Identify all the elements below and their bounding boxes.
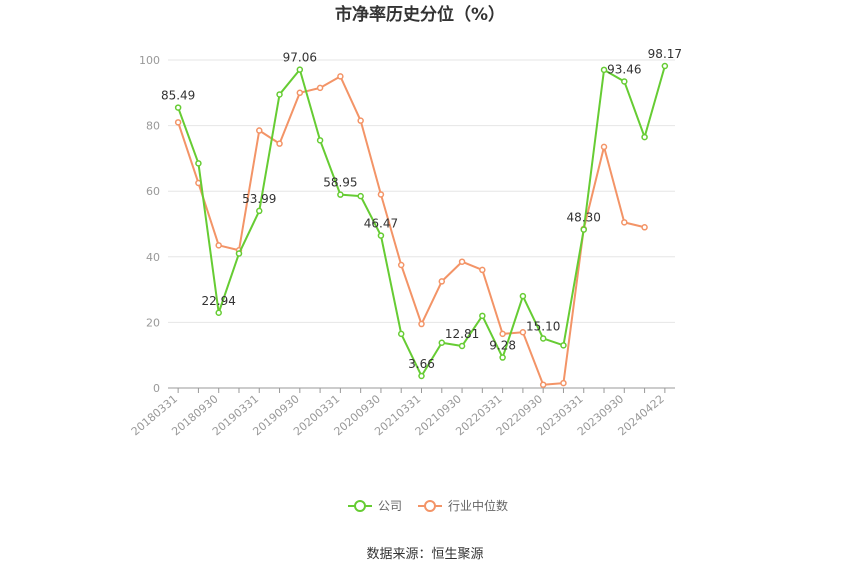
y-tick-label: 20 (146, 316, 160, 329)
data-label: 93.46 (607, 62, 641, 76)
data-point[interactable] (519, 292, 527, 300)
series-layer (174, 62, 669, 388)
data-point[interactable] (276, 91, 283, 98)
data-point[interactable] (215, 309, 222, 317)
data-point[interactable] (357, 192, 364, 200)
data-point[interactable] (641, 224, 648, 231)
y-tick-label: 0 (153, 382, 160, 395)
data-labels: 85.49 22.94 53.99 97.06 58.95 46.47 3.66 12.81 9… (161, 47, 682, 371)
data-point[interactable] (357, 117, 364, 124)
data-point[interactable] (479, 266, 486, 274)
x-axis: 2018033120180930201903312019093020200331… (129, 387, 675, 438)
legend[interactable]: 公司 行业中位数 (348, 498, 508, 513)
data-point[interactable] (418, 320, 425, 328)
data-point[interactable] (397, 330, 405, 338)
data-point[interactable] (296, 66, 304, 73)
data-point[interactable] (337, 73, 344, 80)
data-label: 48.30 (567, 211, 601, 225)
legend-label: 行业中位数 (448, 498, 508, 513)
data-point[interactable] (641, 133, 648, 141)
data-label: 3.66 (408, 357, 435, 371)
data-point[interactable] (174, 104, 182, 111)
data-point[interactable] (499, 354, 506, 361)
data-point[interactable] (600, 66, 608, 74)
data-point[interactable] (438, 278, 446, 285)
data-point[interactable] (418, 372, 425, 380)
data-point[interactable] (256, 127, 263, 134)
data-point[interactable] (337, 191, 344, 198)
data-source: 数据来源：恒生聚源 (366, 547, 483, 562)
legend-marker-icon (354, 500, 366, 512)
series-line (177, 75, 645, 386)
data-point[interactable] (296, 89, 304, 97)
legend-item[interactable]: 公司 (348, 499, 402, 513)
y-tick-label: 100 (139, 54, 160, 67)
data-point[interactable] (174, 119, 182, 126)
data-point[interactable] (560, 379, 567, 387)
data-point[interactable] (621, 219, 628, 226)
data-label: 97.06 (283, 51, 317, 65)
legend-item[interactable]: 行业中位数 (418, 498, 508, 513)
y-tick-label: 40 (146, 251, 160, 264)
grid-lines (168, 59, 675, 323)
y-axis: 0 20 40 60 80 100 (139, 54, 160, 395)
data-label: 58.95 (323, 176, 357, 190)
data-point[interactable] (316, 137, 324, 144)
data-point[interactable] (458, 342, 466, 350)
data-point[interactable] (499, 330, 506, 338)
data-point[interactable] (621, 78, 628, 85)
data-point[interactable] (438, 339, 446, 346)
y-tick-label: 80 (146, 120, 160, 133)
data-label: 9.28 (489, 339, 516, 353)
data-point[interactable] (195, 160, 202, 167)
data-point[interactable] (539, 335, 547, 342)
data-label: 46.47 (364, 217, 398, 231)
data-label: 22.94 (202, 294, 236, 308)
data-point[interactable] (276, 140, 283, 147)
data-point[interactable] (560, 342, 567, 349)
data-label: 15.10 (526, 319, 560, 333)
data-point[interactable] (397, 261, 405, 269)
data-point[interactable] (256, 207, 263, 215)
data-point[interactable] (539, 381, 547, 388)
data-point[interactable] (458, 258, 466, 265)
data-point[interactable] (377, 232, 385, 239)
data-point[interactable] (377, 191, 385, 198)
data-point[interactable] (316, 84, 324, 92)
data-point[interactable] (215, 242, 222, 249)
data-point[interactable] (479, 312, 486, 320)
data-label: 98.17 (648, 47, 682, 61)
data-label: 12.81 (445, 327, 479, 341)
data-point[interactable] (519, 328, 527, 336)
y-tick-label: 60 (146, 185, 160, 198)
data-point[interactable] (600, 143, 608, 151)
data-point[interactable] (661, 62, 669, 70)
data-point[interactable] (235, 250, 243, 257)
data-label: 53.99 (242, 192, 276, 206)
data-point[interactable] (580, 226, 587, 233)
legend-marker-icon (424, 500, 436, 512)
data-label: 85.49 (161, 89, 195, 103)
chart-title: 市净率历史分位（%） (335, 4, 505, 25)
legend-label: 公司 (378, 499, 402, 513)
